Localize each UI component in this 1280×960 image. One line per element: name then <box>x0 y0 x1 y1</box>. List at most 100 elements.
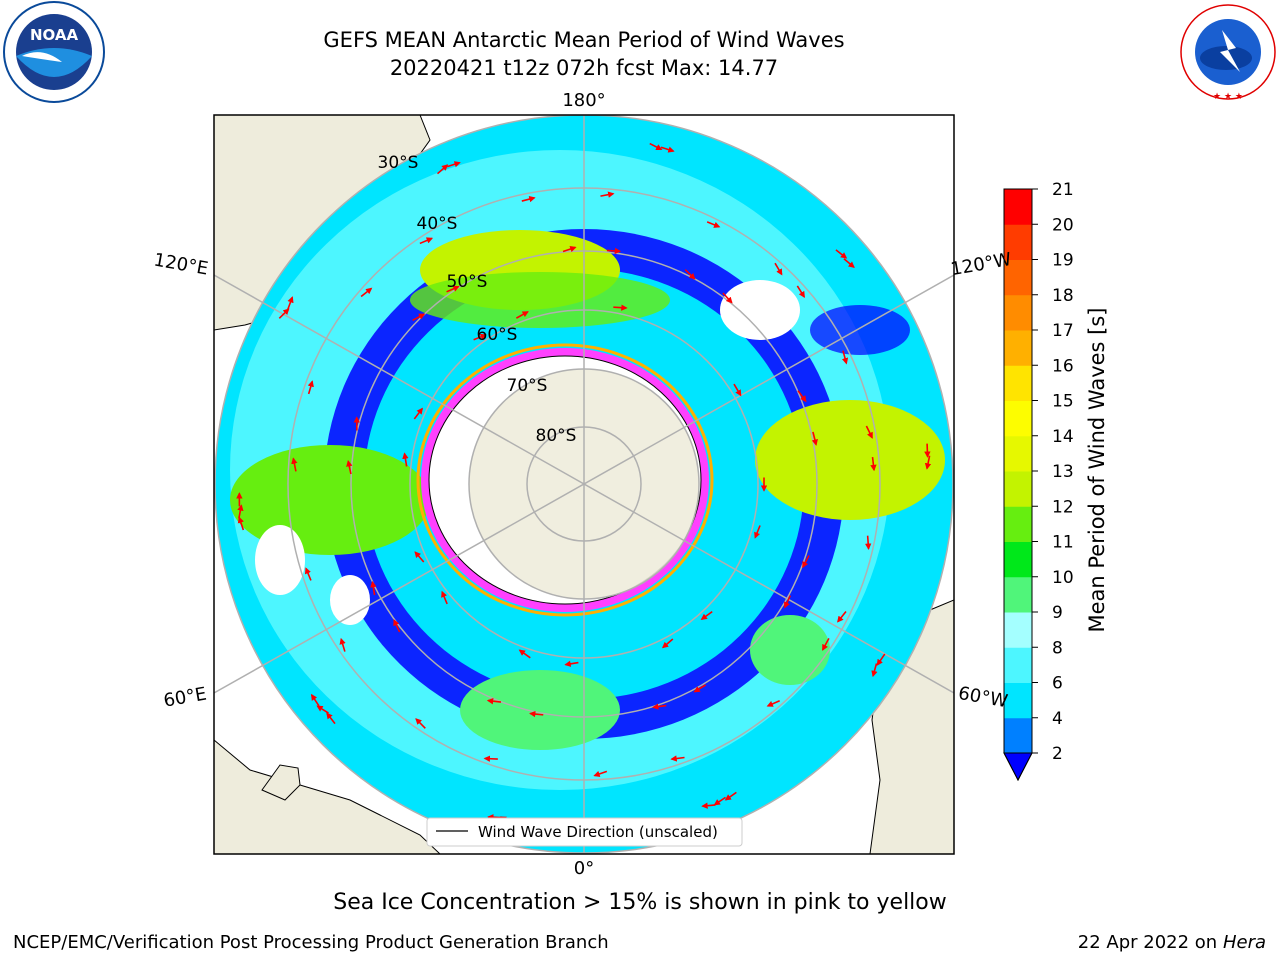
colorbar-bin <box>1004 259 1032 296</box>
colorbar-tick-label: 15 <box>1052 392 1074 412</box>
wind-wave-arrow <box>473 333 487 341</box>
colorbar-extend-arrow <box>1003 752 1033 782</box>
colorbar-tick-label: 13 <box>1052 462 1074 482</box>
colorbar-bin <box>1004 612 1032 648</box>
sea-ice-edge <box>421 348 709 612</box>
noaa-logo-icon: NOAA <box>3 1 105 103</box>
colorbar-tick-label: 14 <box>1052 427 1074 447</box>
wind-wave-arrow <box>652 703 667 710</box>
wind-wave-arrow <box>360 287 373 298</box>
wind-wave-arrow <box>414 551 425 563</box>
wind-wave-arrow <box>660 146 675 153</box>
wind-wave-arrow <box>564 660 579 667</box>
wind-wave-arrow <box>843 258 855 268</box>
wind-wave-arrow <box>237 516 245 531</box>
plot-subtitle: 20220421 t12z 072h fcst Max: 14.77 <box>389 56 779 80</box>
lat-label-60s: 60°S <box>477 325 518 345</box>
wind-wave-arrow <box>237 504 244 519</box>
land-africa <box>214 739 441 854</box>
wind-wave-arrow <box>774 262 783 276</box>
wind-wave-arrow <box>822 637 830 651</box>
credit-branch: NCEP/EMC/Verification Post Processing Pr… <box>13 932 609 953</box>
wind-wave-arrow <box>339 637 346 652</box>
wind-wave-arrow <box>326 712 336 725</box>
wind-wave-arrow <box>766 699 781 707</box>
wind-wave-arrow <box>419 237 434 245</box>
colorbar-bin <box>1004 506 1032 542</box>
wind-wave-arrow <box>600 191 615 198</box>
colorbar-tick-label: 12 <box>1052 497 1074 517</box>
colorbar-tick-label: 2 <box>1052 744 1063 764</box>
colorbar-tick-label: 17 <box>1052 321 1074 341</box>
wind-wave-arrow <box>706 221 721 228</box>
wind-wave-arrow <box>835 249 848 259</box>
colorbar-bin <box>1004 224 1032 260</box>
colorbar-bin <box>1004 435 1032 472</box>
lon-label-60e: 60°E <box>162 683 208 711</box>
legend-box <box>426 817 743 847</box>
wind-wave-arrow <box>811 431 818 446</box>
wind-wave-arrow <box>871 663 878 678</box>
lat-label-40s: 40°S <box>417 214 458 234</box>
credit-date: 22 Apr 2022 on Hera <box>1078 932 1266 953</box>
wind-wave-arrow <box>693 684 707 693</box>
wind-wave-arrow <box>483 755 498 762</box>
colorbar-tick-label: 8 <box>1052 638 1063 658</box>
wind-wave-arrow <box>593 770 608 777</box>
colorbar-tick-label: 6 <box>1052 674 1063 694</box>
wind-wave-arrow <box>797 390 807 403</box>
wind-wave-arrow <box>661 638 674 649</box>
wind-wave-arrow <box>876 653 886 666</box>
wind-wave-arrow <box>486 697 502 705</box>
wind-wave-arrow <box>562 245 577 253</box>
colorbar-tick-label: 21 <box>1052 180 1074 200</box>
lat-label-30s: 30°S <box>378 153 419 173</box>
colorbar-tick-label: 16 <box>1052 356 1074 376</box>
colorbar-label: Mean Period of Wind Waves [s] <box>1085 307 1109 633</box>
wind-wave-arrow <box>291 457 298 472</box>
wind-wave-arrow <box>446 161 461 168</box>
wind-wave-arrow <box>713 796 726 806</box>
colorbar-bin <box>1004 717 1032 754</box>
wind-wave-arrow <box>310 693 320 707</box>
colorbar-bin <box>1004 189 1032 225</box>
wind-wave-arrow <box>346 460 353 475</box>
wind-wave-arrow <box>784 595 792 609</box>
wind-wave-arrow <box>516 311 529 319</box>
colorbar: 2 4 6 8 9 10 11 12 13 14 15 16 17 18 19 20 21 <box>1003 180 1074 782</box>
wind-wave-arrow <box>446 285 460 293</box>
lon-label-180: 180° <box>562 90 605 111</box>
wind-wave-arrow <box>837 611 847 623</box>
wind-wave-arrow <box>441 590 448 605</box>
credit-date-text: 22 Apr 2022 on <box>1077 932 1218 953</box>
wind-wave-arrow <box>724 791 737 801</box>
graticule <box>214 115 954 854</box>
wind-wave-arrow <box>304 567 312 581</box>
lon-label-0: 0° <box>574 858 594 879</box>
wind-wave-arrow <box>412 313 426 322</box>
wind-wave-arrow <box>802 555 810 569</box>
colorbar-bin <box>1004 365 1032 401</box>
wind-wave-arrow <box>670 755 685 762</box>
colorbar-bin <box>1004 647 1032 683</box>
land-madagascar <box>261 764 301 801</box>
colorbar-tick-label: 4 <box>1052 709 1063 729</box>
wind-wave-arrow <box>870 456 877 472</box>
colorbar-bin <box>1004 294 1032 331</box>
wind-wave-arrow <box>722 292 733 304</box>
plot-title: GEFS MEAN Antarctic Mean Period of Wind … <box>323 28 845 52</box>
wind-wave-arrow <box>865 535 872 550</box>
colorbar-tick-label: 19 <box>1052 251 1074 271</box>
wind-wave-arrow <box>796 285 805 298</box>
legend-text: Wind Wave Direction (unscaled) <box>478 823 718 841</box>
colorbar-bin <box>1004 471 1032 507</box>
wind-wave-arrow <box>307 380 314 395</box>
wind-wave-arrow <box>287 296 294 310</box>
colorbar-bin <box>1004 330 1032 366</box>
colorbar-bin <box>1004 400 1032 437</box>
wind-wave-arrow <box>316 705 329 714</box>
wind-wave-arrow <box>924 455 932 470</box>
sea-ice-caption: Sea Ice Concentration > 15% is shown in … <box>333 890 947 915</box>
wind-wave-arrow <box>521 195 536 203</box>
lon-label-60w: 60°W <box>957 683 1010 712</box>
